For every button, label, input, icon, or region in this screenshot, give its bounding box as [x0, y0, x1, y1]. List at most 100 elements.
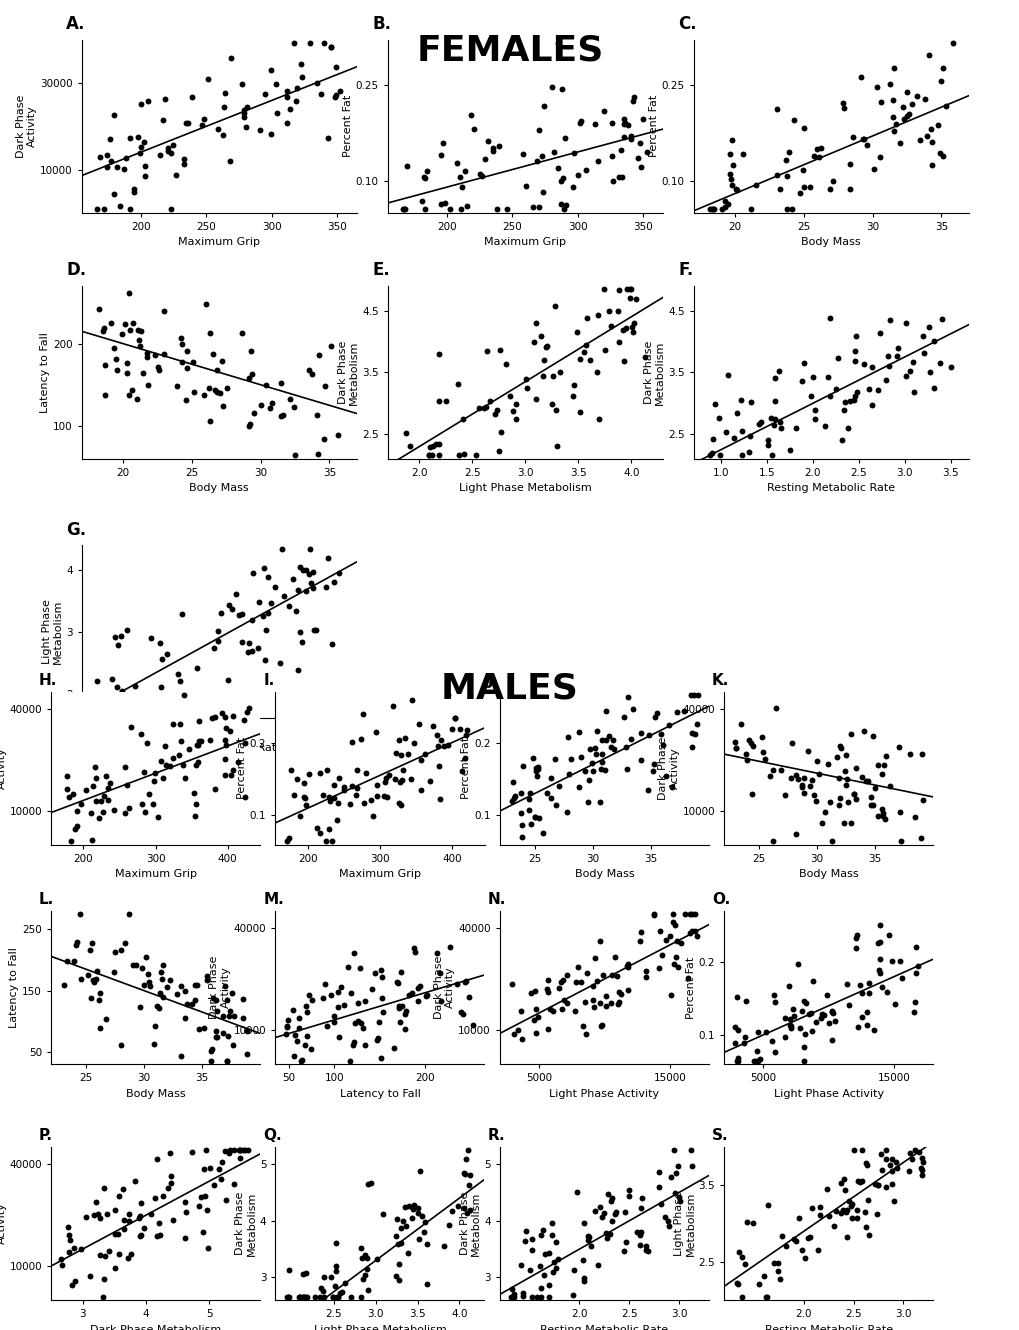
Point [870, 959, 887, 980]
Point [568, 321, 584, 342]
Point [776, 1027, 793, 1048]
Point [217, 718, 233, 739]
Point [119, 363, 136, 384]
Point [156, 735, 172, 757]
Point [284, 999, 301, 1020]
Point [329, 982, 345, 1003]
Point [106, 704, 122, 725]
Point [650, 1176, 666, 1197]
Point [795, 1051, 811, 1072]
Point [668, 702, 685, 724]
X-axis label: Resting Metabolic Rate: Resting Metabolic Rate [540, 1325, 667, 1330]
Point [217, 765, 233, 786]
Point [591, 992, 607, 1013]
Point [201, 411, 217, 432]
Point [301, 984, 317, 1005]
Point [565, 1260, 581, 1281]
Point [258, 620, 274, 641]
Point [847, 789, 863, 810]
Point [378, 767, 394, 789]
Point [590, 150, 606, 172]
Point [219, 990, 235, 1011]
Point [335, 779, 352, 801]
Point [95, 802, 111, 823]
X-axis label: Latency to Fall: Latency to Fall [339, 1088, 420, 1099]
Point [743, 732, 759, 753]
Point [394, 198, 411, 219]
Point [67, 819, 84, 841]
Point [513, 1254, 529, 1275]
Point [522, 814, 538, 835]
Point [733, 390, 749, 411]
Point [89, 960, 105, 982]
Point [531, 197, 547, 218]
Point [296, 771, 312, 793]
Point [206, 637, 222, 658]
Point [503, 974, 520, 995]
Point [91, 298, 107, 319]
Point [491, 339, 507, 360]
Point [207, 379, 223, 400]
Point [169, 983, 185, 1004]
Point [213, 1169, 229, 1190]
Point [807, 1011, 823, 1032]
Point [268, 73, 284, 94]
Point [717, 422, 734, 443]
Point [869, 754, 886, 775]
Point [575, 1270, 591, 1291]
Point [430, 343, 446, 364]
Point [838, 974, 854, 995]
Point [785, 998, 801, 1019]
Point [884, 89, 901, 110]
Point [876, 368, 893, 390]
Point [132, 321, 149, 342]
Point [424, 444, 440, 466]
Point [299, 1025, 315, 1047]
Point [858, 1001, 874, 1023]
Point [317, 831, 333, 853]
Point [830, 767, 847, 789]
Point [729, 1271, 745, 1293]
Point [229, 751, 246, 773]
Point [240, 368, 257, 390]
Point [793, 775, 809, 797]
Point [368, 774, 384, 795]
Point [572, 112, 588, 133]
Point [396, 1197, 413, 1218]
Point [240, 1140, 257, 1161]
Point [767, 697, 784, 718]
Point [142, 698, 158, 720]
Point [347, 783, 364, 805]
X-axis label: Light Phase Metabolism: Light Phase Metabolism [459, 483, 591, 493]
Point [660, 1216, 677, 1237]
Point [363, 790, 379, 811]
Point [289, 658, 306, 680]
Point [330, 424, 346, 446]
Point [132, 93, 149, 114]
Point [355, 704, 371, 725]
X-axis label: Maximum Grip: Maximum Grip [338, 868, 421, 879]
Point [777, 149, 794, 170]
Point [297, 1286, 313, 1307]
Point [804, 367, 820, 388]
Point [637, 966, 653, 987]
Point [135, 363, 151, 384]
Point [452, 1001, 469, 1023]
Point [389, 972, 406, 994]
Point [624, 317, 640, 338]
Point [428, 943, 444, 964]
Point [479, 130, 495, 152]
Point [403, 769, 419, 790]
Point [119, 352, 136, 374]
Point [864, 725, 880, 746]
Point [860, 983, 876, 1004]
Point [488, 198, 504, 219]
Point [549, 157, 566, 178]
Point [515, 1282, 531, 1303]
Point [244, 640, 260, 661]
Point [505, 787, 522, 809]
Point [510, 1020, 526, 1041]
Point [637, 346, 653, 367]
Point [793, 774, 809, 795]
Point [285, 785, 302, 806]
